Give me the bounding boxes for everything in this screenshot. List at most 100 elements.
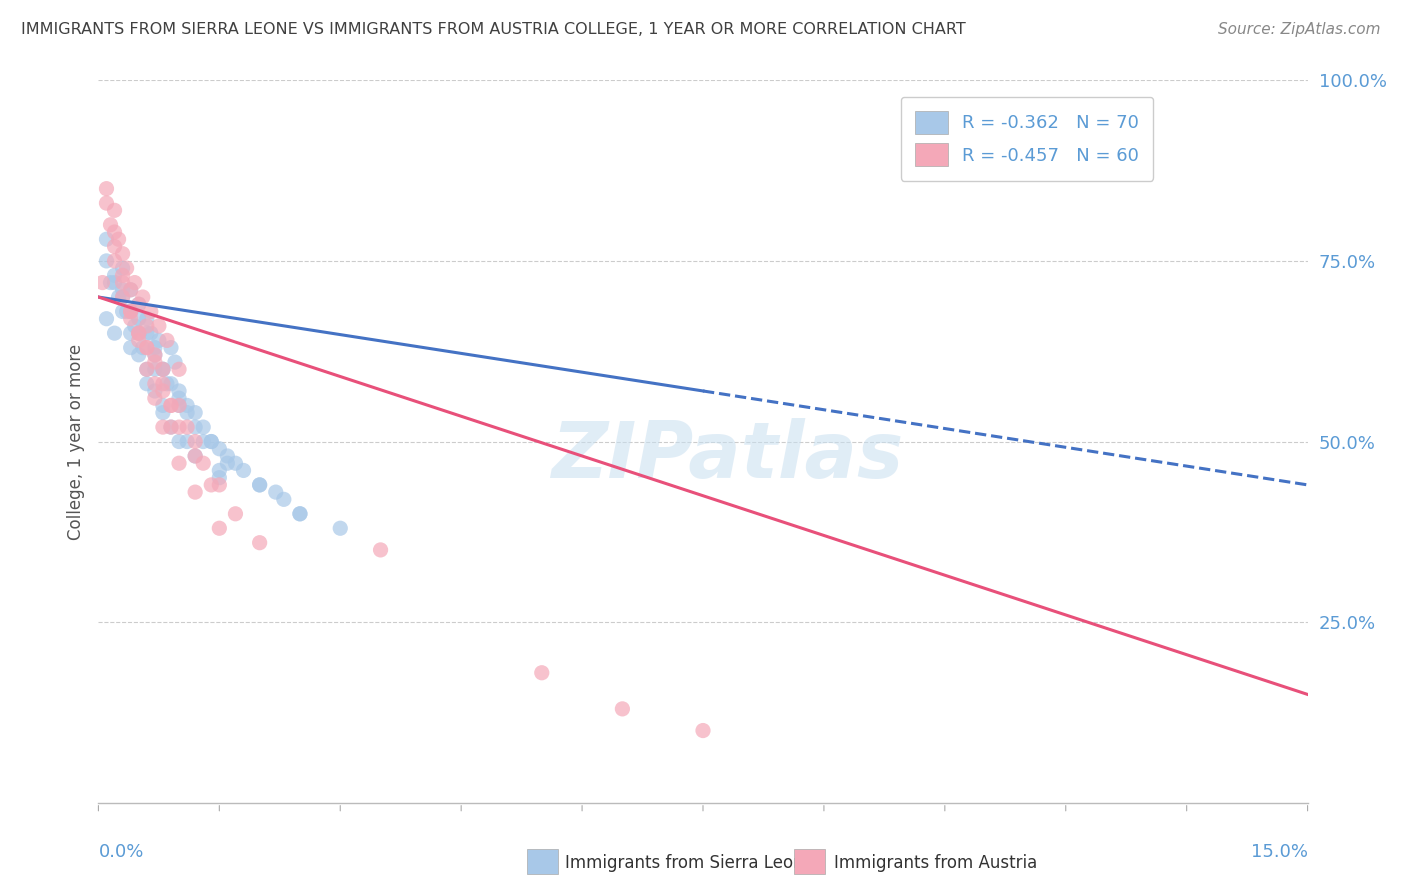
Text: 0.0%: 0.0% — [98, 843, 143, 861]
Point — [184, 485, 207, 500]
Point — [103, 225, 125, 239]
Point — [120, 283, 142, 297]
Text: IMMIGRANTS FROM SIERRA LEONE VS IMMIGRANTS FROM AUSTRIA COLLEGE, 1 YEAR OR MORE : IMMIGRANTS FROM SIERRA LEONE VS IMMIGRAN… — [21, 22, 966, 37]
Point — [167, 391, 190, 405]
Point — [139, 304, 162, 318]
Point — [111, 290, 134, 304]
Point — [132, 341, 155, 355]
Point — [91, 276, 114, 290]
Point — [135, 376, 157, 391]
Point — [200, 434, 222, 449]
Point — [167, 420, 190, 434]
Point — [163, 355, 186, 369]
Point — [160, 420, 183, 434]
Point — [103, 268, 125, 283]
Point — [288, 507, 311, 521]
Point — [224, 456, 246, 470]
Point — [120, 326, 142, 341]
Point — [160, 398, 183, 412]
Point — [135, 318, 157, 333]
Point — [193, 434, 215, 449]
Point — [167, 384, 190, 398]
Point — [232, 463, 254, 477]
Text: 15.0%: 15.0% — [1250, 843, 1308, 861]
Point — [115, 261, 138, 276]
Point — [167, 398, 190, 412]
Point — [370, 542, 392, 557]
Point — [184, 406, 207, 420]
Point — [176, 434, 198, 449]
Point — [193, 420, 215, 434]
Point — [208, 471, 231, 485]
Point — [273, 492, 295, 507]
Point — [128, 326, 150, 341]
Point — [184, 420, 207, 434]
Point — [120, 283, 142, 297]
Point — [167, 434, 190, 449]
Point — [612, 702, 634, 716]
Point — [103, 203, 125, 218]
Point — [135, 362, 157, 376]
Point — [208, 463, 231, 477]
Text: Immigrants from Austria: Immigrants from Austria — [834, 854, 1038, 871]
Point — [249, 478, 271, 492]
Point — [128, 348, 150, 362]
Point — [143, 391, 166, 405]
Point — [200, 478, 222, 492]
Point — [135, 311, 157, 326]
Point — [184, 449, 207, 463]
Legend: R = -0.362   N = 70, R = -0.457   N = 60: R = -0.362 N = 70, R = -0.457 N = 60 — [901, 96, 1153, 181]
Point — [111, 246, 134, 260]
Point — [135, 341, 157, 355]
Point — [128, 326, 150, 341]
Point — [128, 297, 150, 311]
Point — [208, 442, 231, 456]
Point — [148, 318, 170, 333]
Point — [152, 398, 174, 412]
Point — [329, 521, 352, 535]
Point — [128, 311, 150, 326]
Point — [111, 268, 134, 283]
Point — [124, 276, 146, 290]
Point — [111, 261, 134, 276]
Point — [143, 355, 166, 369]
Point — [120, 304, 142, 318]
Point — [148, 334, 170, 348]
Point — [143, 348, 166, 362]
Point — [152, 362, 174, 376]
Point — [160, 376, 183, 391]
Text: Immigrants from Sierra Leone: Immigrants from Sierra Leone — [565, 854, 814, 871]
Text: ZIPatlas: ZIPatlas — [551, 418, 903, 494]
Point — [224, 507, 246, 521]
Point — [96, 253, 118, 268]
Point — [176, 406, 198, 420]
Point — [143, 376, 166, 391]
Point — [152, 406, 174, 420]
Point — [128, 297, 150, 311]
Point — [176, 398, 198, 412]
Point — [139, 326, 162, 341]
Point — [111, 276, 134, 290]
Point — [96, 232, 118, 246]
Point — [143, 384, 166, 398]
Point — [143, 348, 166, 362]
Point — [120, 341, 142, 355]
Point — [100, 218, 122, 232]
Point — [103, 276, 125, 290]
Point — [208, 478, 231, 492]
Point — [120, 311, 142, 326]
Point — [132, 290, 155, 304]
Point — [115, 304, 138, 318]
Point — [152, 376, 174, 391]
Point — [120, 304, 142, 318]
Point — [120, 304, 142, 318]
Point — [156, 376, 179, 391]
Point — [184, 449, 207, 463]
Point — [193, 456, 215, 470]
Point — [103, 326, 125, 341]
Point — [111, 290, 134, 304]
Point — [184, 434, 207, 449]
Point — [107, 290, 129, 304]
Point — [152, 420, 174, 434]
Point — [217, 449, 239, 463]
